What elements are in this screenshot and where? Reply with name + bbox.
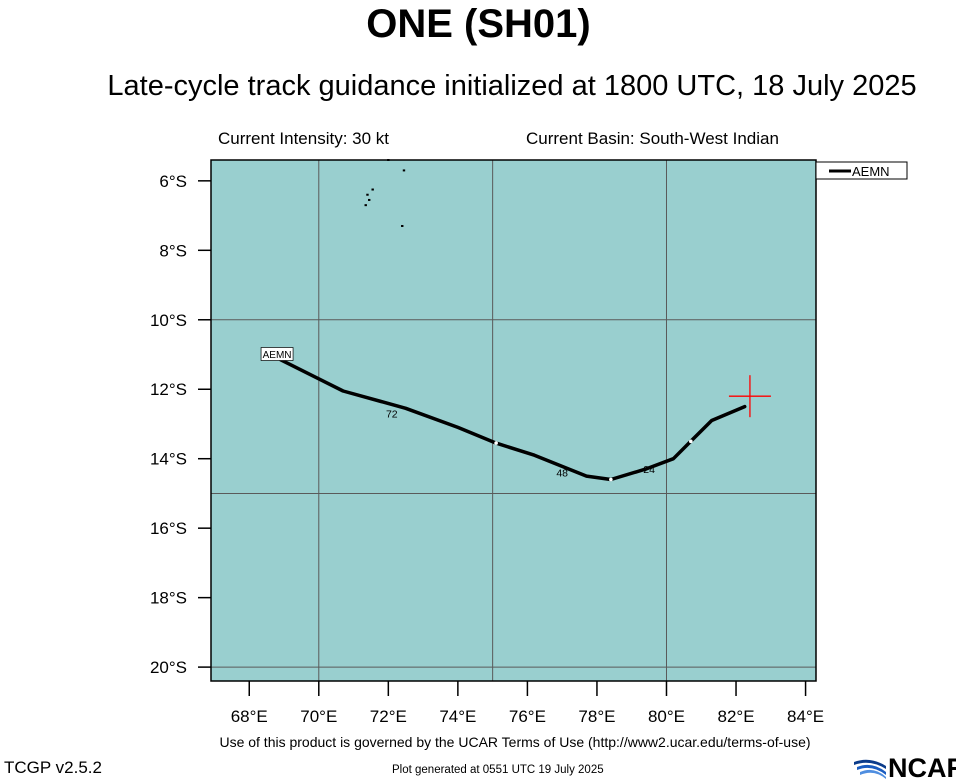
tau-label: 72 xyxy=(386,409,398,421)
x-tick-label: 84°E xyxy=(787,707,824,726)
island xyxy=(371,188,374,191)
legend-box xyxy=(815,161,908,180)
tau-marker xyxy=(494,441,498,445)
x-tick-label: 72°E xyxy=(370,707,407,726)
ncar-logo: NCAR xyxy=(854,753,956,780)
island xyxy=(402,169,406,172)
gridlines xyxy=(211,160,816,681)
legend-label: AEMN xyxy=(852,164,890,179)
island xyxy=(366,193,369,196)
island xyxy=(368,198,371,201)
y-tick-label: 8°S xyxy=(159,241,187,260)
x-tick-label: 74°E xyxy=(439,707,476,726)
y-tick-label: 16°S xyxy=(150,519,187,538)
tau-marker xyxy=(609,477,613,482)
y-tick-label: 10°S xyxy=(150,311,187,330)
plot-frame xyxy=(210,159,817,682)
y-axis: 6°S 8°S 10°S 12°S 14°S 16°S 18°S 20°S xyxy=(150,172,211,677)
track-end-label-box xyxy=(260,347,294,361)
y-tick-label: 12°S xyxy=(150,380,187,399)
ncar-logo-mark xyxy=(854,759,886,779)
x-tick-label: 70°E xyxy=(300,707,337,726)
island xyxy=(364,204,367,207)
track-end-label: AEMN xyxy=(263,350,292,361)
current-intensity: Current Intensity: 30 kt xyxy=(218,129,390,148)
x-axis: 68°E 70°E 72°E 74°E 76°E 78°E 80°E 82°E 84°E xyxy=(231,681,824,726)
tau-label: 24 xyxy=(643,464,655,476)
y-tick-label: 18°S xyxy=(150,589,187,608)
current-basin: Current Basin: South-West Indian xyxy=(526,129,779,148)
x-tick-label: 68°E xyxy=(231,707,268,726)
x-tick-label: 76°E xyxy=(509,707,546,726)
chart-title: ONE (SH01) xyxy=(366,2,591,46)
x-tick-label: 82°E xyxy=(718,707,755,726)
plot-area xyxy=(211,160,816,681)
terms-of-use: Use of this product is governed by the U… xyxy=(219,734,811,750)
y-tick-label: 14°S xyxy=(150,450,187,469)
version-label: TCGP v2.5.2 xyxy=(4,758,102,777)
y-tick-label: 6°S xyxy=(159,172,187,191)
island xyxy=(401,224,404,227)
legend: AEMN xyxy=(815,161,908,180)
x-tick-label: 78°E xyxy=(578,707,615,726)
ncar-logo-text: NCAR xyxy=(888,753,956,780)
track-markers: 24 48 72 AEMN xyxy=(260,347,771,482)
chart-subtitle: Late-cycle track guidance initialized at… xyxy=(107,70,917,102)
y-tick-label: 20°S xyxy=(150,658,187,677)
tau-label: 48 xyxy=(556,468,568,480)
tau-marker xyxy=(689,439,693,444)
generated-timestamp: Plot generated at 0551 UTC 19 July 2025 xyxy=(392,764,604,776)
x-tick-label: 80°E xyxy=(648,707,685,726)
